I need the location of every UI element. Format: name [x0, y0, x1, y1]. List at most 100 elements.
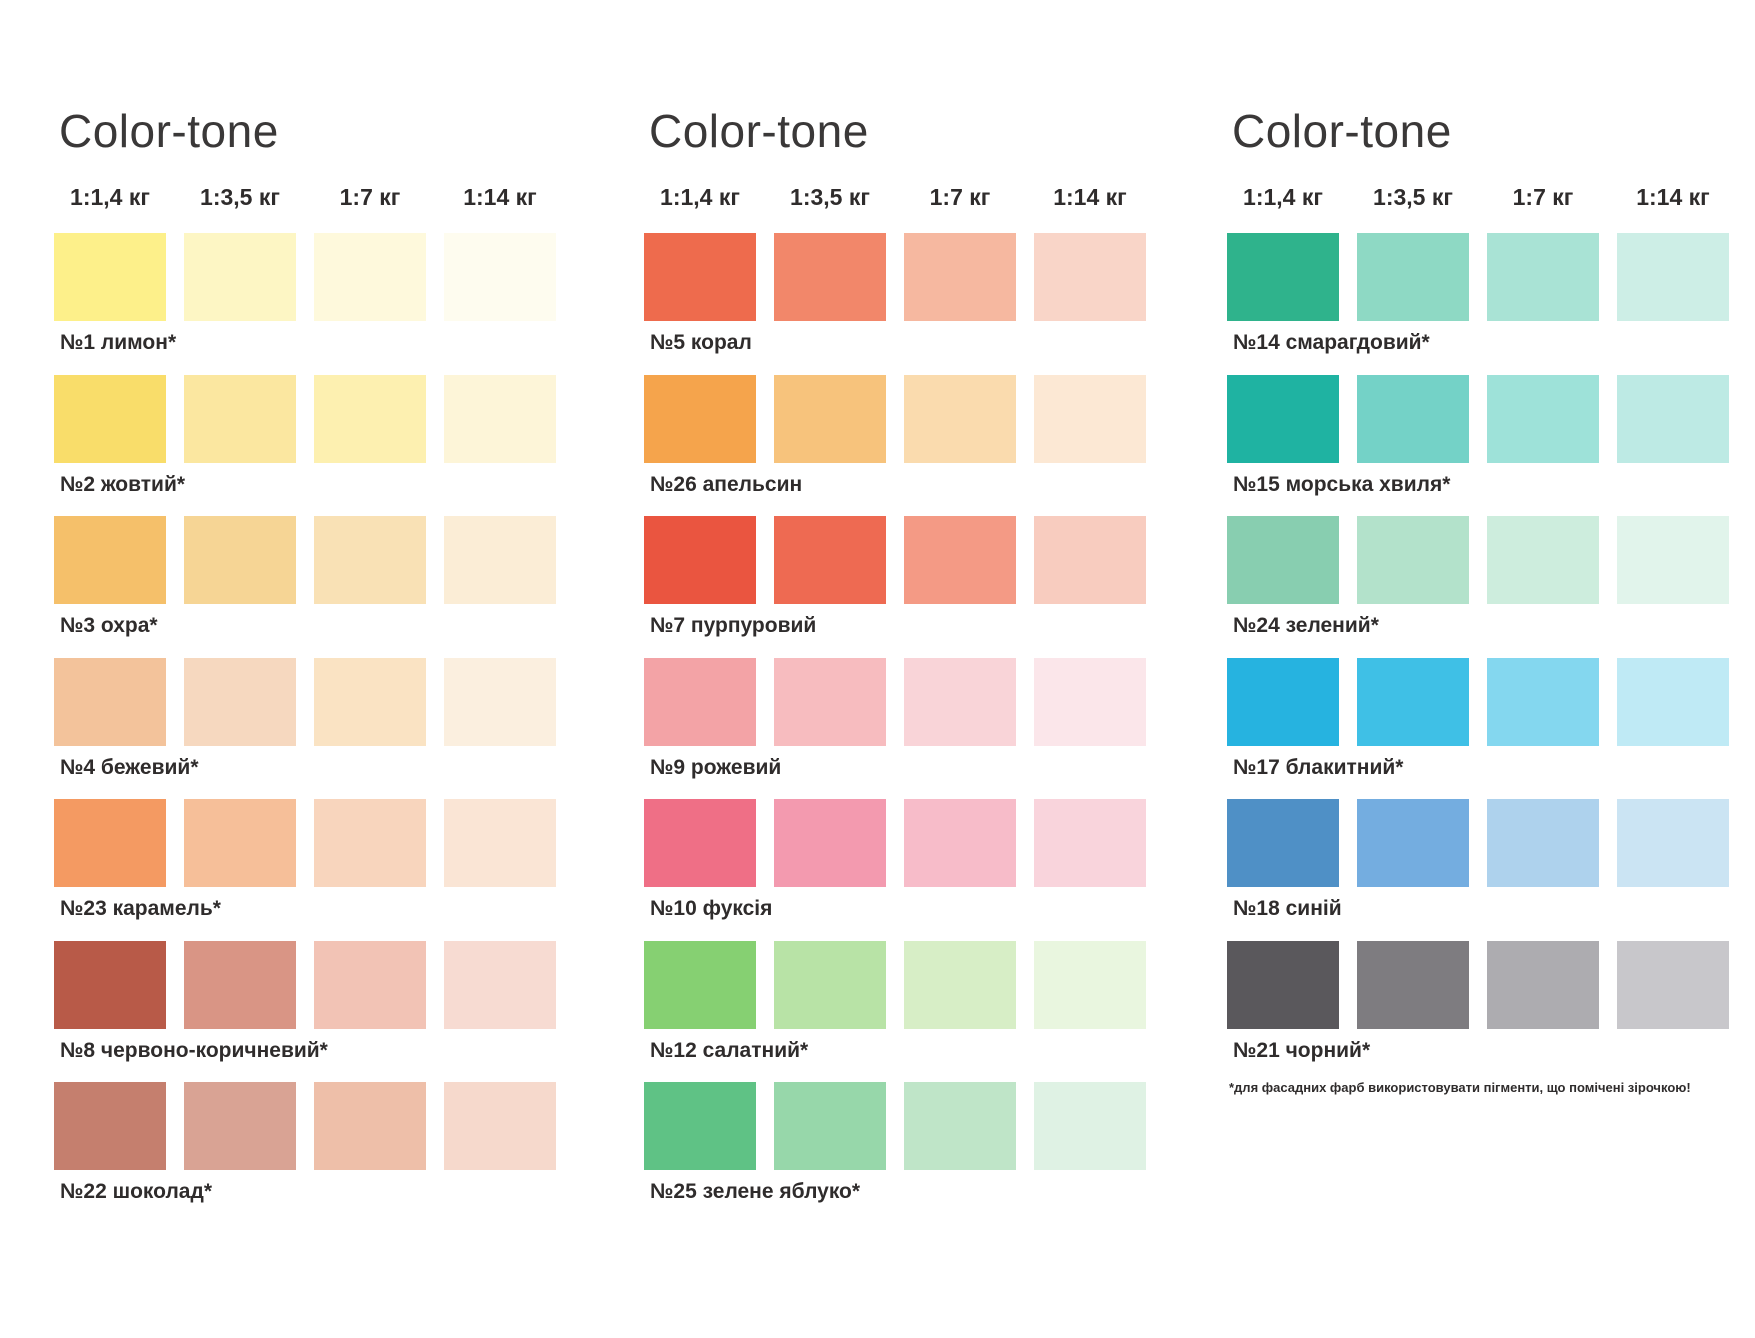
column-header: 1:7 кг: [339, 184, 401, 210]
color-swatch: [1487, 799, 1599, 887]
swatch-label: №8 червоно-коричневий*: [60, 1038, 328, 1062]
color-swatch: [904, 657, 1016, 746]
color-swatch: [184, 374, 296, 463]
color-swatch: [54, 1082, 166, 1170]
color-swatch: [314, 657, 426, 746]
color-swatch: [444, 374, 556, 463]
color-swatch: [314, 374, 426, 463]
color-swatch: [314, 1082, 426, 1170]
swatch-label: №12 салатний*: [650, 1038, 809, 1062]
color-swatch: [1617, 657, 1729, 746]
color-swatch: [1617, 233, 1729, 321]
color-swatch: [1034, 1082, 1146, 1170]
column-title: Color-tone: [1232, 105, 1452, 157]
color-swatch: [904, 1082, 1016, 1170]
color-swatch: [54, 233, 166, 321]
column-header: 1:7 кг: [1512, 184, 1574, 210]
color-swatch: [184, 940, 296, 1029]
color-swatch: [774, 516, 886, 604]
column-header: 1:1,4 кг: [660, 184, 740, 210]
column-header: 1:1,4 кг: [70, 184, 150, 210]
column-header: 1:1,4 кг: [1243, 184, 1323, 210]
color-swatch: [54, 799, 166, 887]
column-header: 1:3,5 кг: [790, 184, 870, 210]
color-swatch: [904, 233, 1016, 321]
column-header: 1:14 кг: [463, 184, 537, 210]
color-swatch: [1357, 799, 1469, 887]
color-swatch: [644, 657, 756, 746]
color-swatch: [904, 516, 1016, 604]
color-swatch: [1034, 516, 1146, 604]
swatch-label: №7 пурпуровий: [650, 614, 817, 637]
color-swatch: [644, 1082, 756, 1170]
color-swatch: [184, 1082, 296, 1170]
color-swatch: [644, 233, 756, 321]
color-swatch: [1227, 516, 1339, 604]
color-swatch: [314, 940, 426, 1029]
color-swatch: [1357, 940, 1469, 1029]
color-swatch: [444, 233, 556, 321]
color-swatch: [1617, 516, 1729, 604]
color-swatch: [904, 940, 1016, 1029]
color-swatch: [54, 374, 166, 463]
swatch-label: №26 апельсин: [650, 472, 803, 496]
color-swatch: [1487, 657, 1599, 746]
color-swatch: [1357, 516, 1469, 604]
swatch-label: №14 смарагдовий*: [1233, 331, 1430, 354]
swatch-label: №23 карамель*: [60, 897, 221, 920]
swatch-label: №5 корал: [650, 331, 752, 354]
color-swatch: [1487, 374, 1599, 463]
color-swatch: [1617, 940, 1729, 1029]
color-swatch: [774, 940, 886, 1029]
color-swatch: [314, 233, 426, 321]
color-swatch: [54, 516, 166, 604]
swatch-label: №15 морська хвиля*: [1233, 472, 1451, 496]
swatch-label: №18 синій: [1233, 897, 1342, 920]
color-swatch: [1357, 657, 1469, 746]
color-swatch: [774, 374, 886, 463]
color-swatch: [774, 799, 886, 887]
swatch-label: №9 рожевий: [650, 755, 782, 779]
color-swatch: [1227, 657, 1339, 746]
swatch-label: №10 фуксія: [650, 897, 773, 920]
color-swatch: [644, 940, 756, 1029]
color-swatch: [444, 799, 556, 887]
color-swatch: [54, 657, 166, 746]
color-swatch: [184, 657, 296, 746]
swatch-label: №2 жовтий*: [60, 472, 186, 496]
color-swatch: [184, 233, 296, 321]
swatch-label: №25 зелене яблуко*: [650, 1180, 861, 1203]
color-swatch: [1227, 233, 1339, 321]
swatch-label: №21 чорний*: [1233, 1038, 1371, 1062]
color-swatch: [1034, 657, 1146, 746]
color-swatch: [1227, 940, 1339, 1029]
color-swatch: [444, 657, 556, 746]
color-swatch: [1617, 799, 1729, 887]
color-swatch: [444, 1082, 556, 1170]
color-swatch: [1227, 374, 1339, 463]
color-swatch: [904, 374, 1016, 463]
color-swatch: [644, 799, 756, 887]
color-swatch: [1487, 940, 1599, 1029]
color-swatch: [774, 1082, 886, 1170]
color-swatch: [54, 940, 166, 1029]
footnote: *для фасадних фарб використовувати пігме…: [1229, 1080, 1691, 1095]
column-header: 1:3,5 кг: [1373, 184, 1453, 210]
column-header: 1:14 кг: [1053, 184, 1127, 210]
color-swatch: [1357, 233, 1469, 321]
color-swatch: [314, 516, 426, 604]
color-swatch: [774, 233, 886, 321]
color-swatch: [444, 516, 556, 604]
color-swatch: [644, 516, 756, 604]
swatch-label: №4 бежевий*: [60, 755, 199, 779]
column-header: 1:7 кг: [929, 184, 991, 210]
color-swatch: [1357, 374, 1469, 463]
column-title: Color-tone: [649, 105, 869, 157]
column-header: 1:3,5 кг: [200, 184, 280, 210]
color-swatch: [904, 799, 1016, 887]
swatch-label: №1 лимон*: [60, 331, 177, 354]
swatch-label: №3 охра*: [60, 614, 158, 637]
color-swatch: [1034, 940, 1146, 1029]
color-swatch: [444, 940, 556, 1029]
